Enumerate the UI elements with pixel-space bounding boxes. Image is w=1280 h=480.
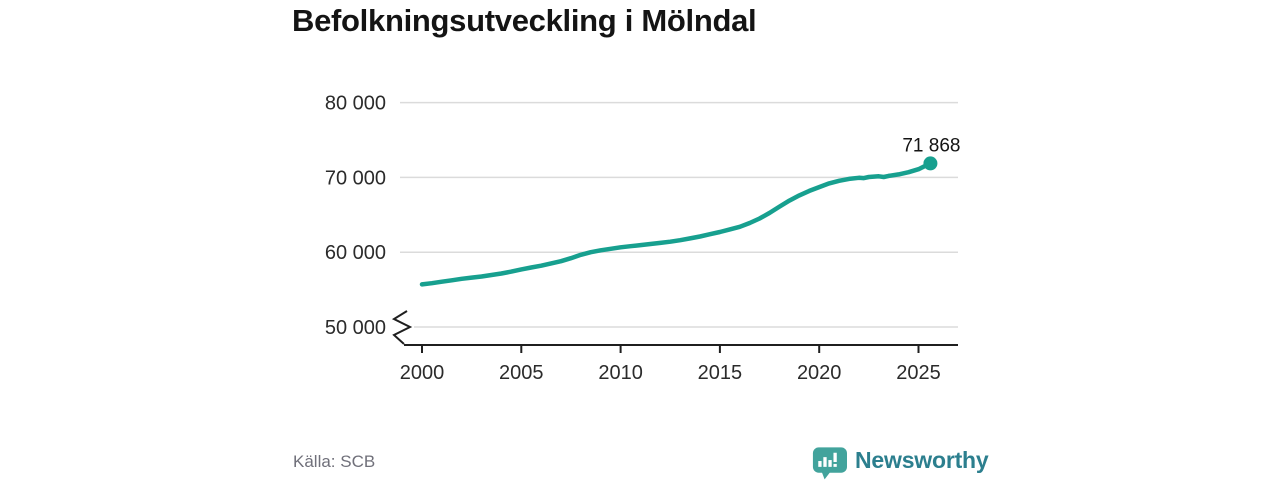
x-tick-label: 2005 (499, 362, 544, 384)
last-point-dot (923, 156, 938, 171)
newsworthy-logo-icon (812, 447, 847, 480)
x-tick-label: 2020 (797, 362, 842, 384)
x-tick-label: 2025 (896, 362, 941, 384)
x-tick-label: 2000 (400, 362, 445, 384)
y-tick-label: 60 000 (325, 242, 386, 264)
newsworthy-logo-text: Newsworthy (855, 446, 989, 473)
y-tick-label: 50 000 (325, 317, 386, 339)
y-tick-label: 70 000 (325, 167, 386, 189)
x-tick-label: 2015 (698, 362, 743, 384)
y-tick-label: 80 000 (325, 93, 386, 115)
newsworthy-logo: Newsworthy (810, 444, 989, 480)
chart-title: Befolkningsutveckling i Mölndal (292, 3, 757, 38)
source-label: Källa: SCB (293, 452, 376, 471)
axis-break-icon (391, 310, 413, 345)
population-line-chart: 50 000 60 000 70 000 80 000 2000 2005 2010 2015… (325, 93, 961, 384)
population-series-line (419, 161, 933, 287)
x-tick-label: 2010 (598, 362, 643, 384)
last-point-label: 71 868 (902, 135, 960, 156)
